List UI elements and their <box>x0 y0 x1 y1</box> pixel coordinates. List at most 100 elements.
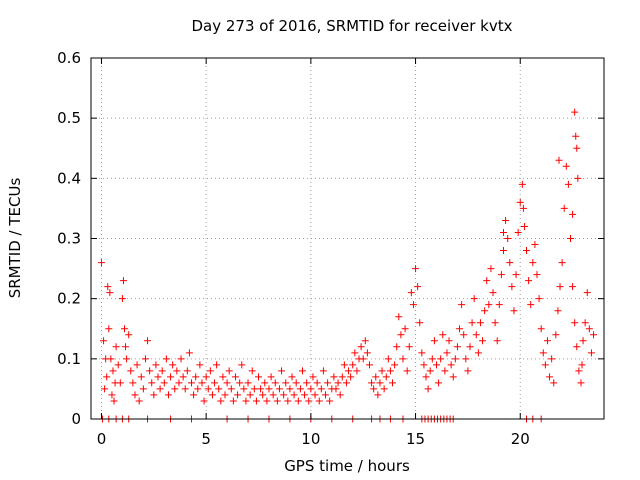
data-point <box>541 361 549 369</box>
data-point <box>261 379 269 387</box>
data-point <box>564 180 572 188</box>
x-tick-label: 5 <box>201 430 211 448</box>
data-point <box>345 367 353 375</box>
data-point <box>447 361 455 369</box>
x-axis-label: GPS time / hours <box>284 457 410 475</box>
data-point <box>581 319 589 327</box>
data-point <box>324 379 332 387</box>
data-point <box>374 391 382 399</box>
data-point <box>399 355 407 363</box>
data-point <box>572 132 580 140</box>
data-point <box>574 174 582 182</box>
data-point <box>571 319 579 327</box>
data-point <box>106 289 114 297</box>
data-point <box>569 210 577 218</box>
data-point <box>103 373 111 381</box>
data-point <box>121 325 129 333</box>
data-point <box>97 259 105 267</box>
data-point <box>476 319 484 327</box>
data-point <box>351 349 359 357</box>
data-point <box>114 361 122 369</box>
data-point <box>206 367 214 375</box>
data-point <box>340 361 348 369</box>
data-point <box>435 379 443 387</box>
data-point <box>141 355 149 363</box>
data-point <box>495 301 503 309</box>
data-point <box>439 331 447 339</box>
data-point <box>315 397 323 405</box>
data-point <box>169 361 177 369</box>
data-point <box>160 379 168 387</box>
data-point <box>122 343 130 351</box>
data-point <box>309 373 317 381</box>
data-point <box>414 283 422 291</box>
data-point <box>378 367 386 375</box>
data-point <box>196 361 204 369</box>
data-point <box>554 307 562 315</box>
data-point <box>288 373 296 381</box>
data-point <box>489 289 497 297</box>
data-point <box>361 337 369 345</box>
data-point <box>311 391 319 399</box>
y-tick-label: 0.4 <box>57 169 81 187</box>
data-point <box>171 385 179 393</box>
data-point <box>275 385 283 393</box>
data-point <box>236 379 244 387</box>
data-point <box>466 343 474 351</box>
data-point <box>460 331 468 339</box>
data-point <box>227 385 235 393</box>
x-tick-label: 10 <box>301 430 320 448</box>
data-point <box>334 379 342 387</box>
data-point <box>185 349 193 357</box>
data-point <box>313 379 321 387</box>
data-point <box>370 385 378 393</box>
data-point <box>395 313 403 321</box>
data-point <box>307 385 315 393</box>
data-point <box>537 325 545 333</box>
data-point <box>298 367 306 375</box>
data-point <box>479 337 487 345</box>
data-point <box>194 385 202 393</box>
data-point <box>514 228 522 236</box>
data-point <box>131 391 139 399</box>
data-point <box>273 397 281 405</box>
data-point <box>265 385 273 393</box>
data-point <box>493 337 501 345</box>
data-point <box>353 367 361 375</box>
data-point <box>550 379 558 387</box>
x-tick-label: 15 <box>406 430 425 448</box>
data-point <box>499 228 507 236</box>
data-point <box>190 391 198 399</box>
data-point <box>125 331 133 339</box>
x-tick-label: 0 <box>97 430 107 448</box>
data-point <box>198 379 206 387</box>
data-point <box>389 379 397 387</box>
data-point <box>162 355 170 363</box>
data-point <box>474 349 482 357</box>
data-point <box>278 367 286 375</box>
data-point <box>578 361 586 369</box>
data-point <box>380 385 388 393</box>
data-point <box>445 337 453 345</box>
data-point <box>412 265 420 273</box>
data-point <box>119 277 127 285</box>
data-point <box>250 385 258 393</box>
data-point <box>338 373 346 381</box>
data-point <box>215 385 223 393</box>
data-point <box>519 204 527 212</box>
data-point <box>267 373 275 381</box>
data-point <box>575 367 583 375</box>
data-point <box>424 385 432 393</box>
data-point <box>156 385 164 393</box>
data-point <box>109 367 117 375</box>
data-point <box>577 379 585 387</box>
data-point <box>430 337 438 345</box>
x-tick-label: 20 <box>511 430 530 448</box>
data-point <box>269 391 277 399</box>
data-point <box>483 277 491 285</box>
data-point <box>573 144 581 152</box>
data-point <box>229 397 237 405</box>
data-point <box>319 367 327 375</box>
data-point <box>110 397 118 405</box>
data-point <box>257 385 265 393</box>
